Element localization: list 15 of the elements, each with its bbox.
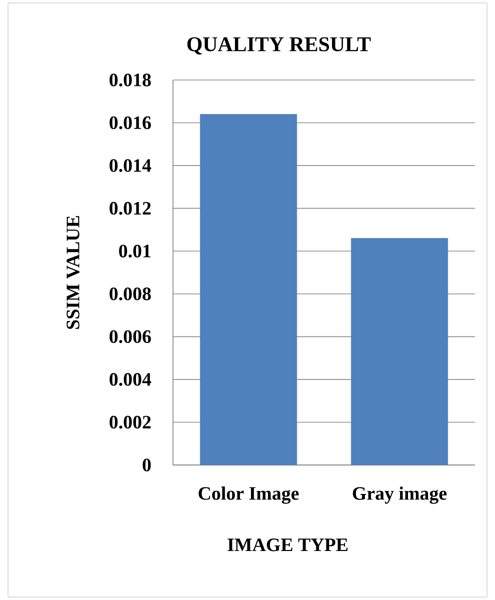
y-tick-label: 0 bbox=[142, 458, 151, 472]
y-tick-label: 0.002 bbox=[110, 416, 151, 429]
x-axis-title: IMAGE TYPE bbox=[228, 538, 348, 552]
y-tick-label: 0.018 bbox=[110, 74, 151, 86]
y-tick-label: 0.016 bbox=[110, 116, 151, 130]
y-tick-label: 0.012 bbox=[110, 202, 151, 215]
y-tick-label: 0.004 bbox=[110, 373, 152, 386]
y-tick-label: 0.014 bbox=[110, 159, 152, 172]
y-axis-title: SSIM VALUE bbox=[66, 216, 80, 329]
x-tick-label: Gray image bbox=[352, 486, 447, 504]
x-tick-label: Color Image bbox=[198, 486, 299, 504]
chart-title: QUALITY RESULT bbox=[187, 37, 371, 54]
y-tick-label: 0.006 bbox=[110, 330, 151, 344]
y-tick-label: 0.01 bbox=[119, 244, 150, 258]
y-tick-label: 0.008 bbox=[110, 287, 151, 300]
